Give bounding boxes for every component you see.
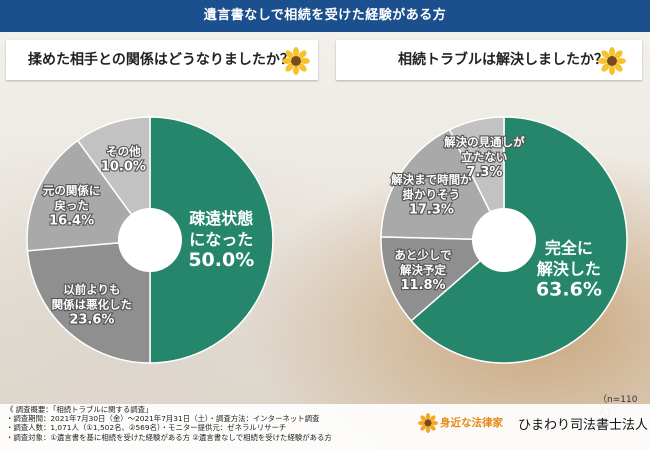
donut-hole	[118, 208, 182, 272]
slice-category-label: 立たない	[461, 150, 507, 164]
slice-category-label: 解決した	[537, 260, 601, 279]
survey-note-line: ・調査期間：2021年7月30日（金）〜2021年7月31日（土）・調査方法：イ…	[6, 414, 320, 424]
slice-category-label: 戻った	[53, 198, 89, 212]
slice-percentage-label: 7.3%	[466, 165, 502, 180]
sunflower-icon	[598, 47, 626, 75]
slice-category-label: になった	[189, 230, 253, 249]
slice-category-label: 解決予定	[400, 263, 446, 277]
slice-category-label: 元の関係に	[43, 183, 101, 197]
survey-notes: 《 調査概要：「相続トラブルに関する調査」 ・調査期間：2021年7月30日（金…	[6, 405, 332, 442]
slice-percentage-label: 16.4%	[49, 213, 94, 228]
brand-organization: ひまわり司法書士法人	[518, 418, 649, 433]
sunflower-icon	[282, 47, 310, 75]
slice-category-label: 掛かりそう	[403, 188, 461, 202]
slice-category-label: 関係は悪化した	[52, 298, 133, 312]
pie-slice	[380, 236, 506, 322]
slice-percentage-label: 63.6%	[536, 279, 602, 301]
survey-note-line: 《 調査概要：「相続トラブルに関する調査」	[6, 405, 153, 414]
donut-hole	[472, 208, 536, 272]
slice-category-label: 疎遠状態	[189, 209, 253, 228]
question-text-resolution: 相続トラブルは解決しましたか？	[398, 52, 608, 68]
pie-slice	[380, 128, 506, 241]
slice-category-label: 完全に	[545, 239, 593, 258]
survey-note-line: ・調査対象：①遺言書を基に相続を受けた経験がある方 ②遺言書なしで相続を受けた経…	[6, 432, 332, 442]
slice-category-label: 解決の見通しが	[444, 135, 525, 149]
slice-category-label: 以前よりも	[63, 283, 120, 297]
brand-tagline: 身近な法律家	[440, 417, 503, 429]
banner-title: 遺言書なしで相続を受けた経験がある方	[203, 8, 447, 23]
pie-slice	[448, 116, 505, 241]
slice-category-label: 解決まで時間が	[391, 173, 472, 187]
slice-percentage-label: 17.3%	[409, 203, 454, 218]
header-banner: 遺言書なしで相続を受けた経験がある方	[0, 0, 650, 32]
footer-panel	[0, 404, 650, 450]
slice-category-label: その他	[106, 145, 141, 159]
question-text-relationship: 揉めた相手との関係はどうなりましたか？	[28, 52, 294, 68]
slice-percentage-label: 11.8%	[400, 278, 445, 293]
question-box-resolution: 相続トラブルは解決しましたか？	[336, 40, 642, 80]
pie-slice	[76, 116, 151, 243]
slice-percentage-label: 50.0%	[188, 249, 254, 271]
survey-note-line: ・調査人数：1,071人（①1,502名、②569名）・モニター提供元：ゼネラル…	[6, 423, 287, 433]
pie-slice	[26, 239, 151, 364]
sunflower-icon	[418, 413, 438, 433]
pie-slice	[149, 116, 274, 364]
slice-percentage-label: 10.0%	[101, 160, 146, 175]
question-box-relationship: 揉めた相手との関係はどうなりましたか？	[6, 40, 318, 80]
pie-slice	[26, 139, 152, 252]
slice-category-label: あと少しで	[394, 248, 451, 262]
slice-percentage-label: 23.6%	[69, 313, 114, 328]
